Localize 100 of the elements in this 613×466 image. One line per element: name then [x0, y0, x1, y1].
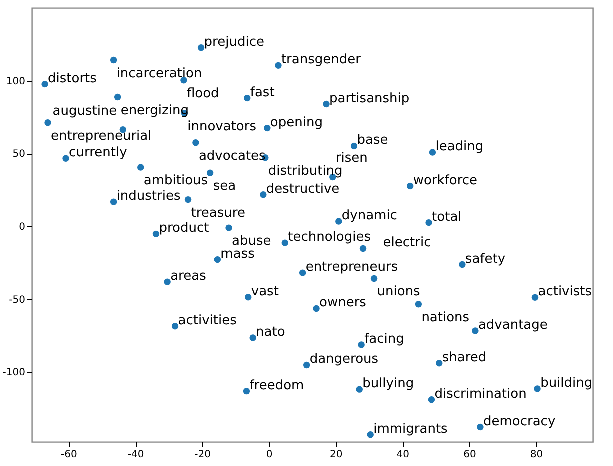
- data-label: owners: [320, 296, 367, 311]
- point: [226, 224, 232, 232]
- point: [356, 386, 363, 393]
- y-tick-label: -100: [2, 368, 26, 379]
- point: [164, 278, 171, 286]
- data-label: treasure: [191, 206, 246, 221]
- x-tick-label: 60: [464, 450, 476, 460]
- data-label: discrimination: [434, 386, 527, 402]
- point: [459, 261, 466, 268]
- point: [282, 240, 288, 246]
- data-label: partisanship: [330, 91, 410, 106]
- data-label: sea: [213, 179, 236, 194]
- data-label: energizing: [120, 103, 189, 118]
- data-label: nato: [256, 325, 286, 340]
- point: [44, 120, 52, 126]
- data-label: immigrants: [374, 422, 448, 437]
- point: [192, 140, 200, 146]
- data-label: activities: [178, 313, 238, 328]
- y-tick-label: -50: [9, 294, 26, 306]
- data-label: building: [540, 376, 593, 391]
- data-label: currently: [69, 146, 128, 161]
- data-label: nations: [422, 310, 470, 326]
- data-label: ambitious: [144, 173, 208, 188]
- point: [214, 256, 222, 264]
- point: [172, 323, 179, 330]
- point: [206, 170, 214, 176]
- point: [323, 100, 330, 108]
- point: [110, 56, 118, 64]
- point: [62, 155, 70, 162]
- x-tick-label: -60: [61, 450, 78, 460]
- data-label: risen: [336, 151, 368, 166]
- data-label: activists: [538, 284, 592, 300]
- data-label: fast: [250, 85, 275, 100]
- point: [250, 334, 256, 342]
- point: [534, 386, 541, 392]
- point: [198, 44, 205, 52]
- data-label: entrepreneurial: [51, 128, 152, 144]
- data-label: distorts: [48, 71, 98, 86]
- data-label: product: [159, 221, 210, 236]
- data-label: vast: [251, 284, 279, 300]
- point: [360, 245, 367, 252]
- data-label: prejudice: [204, 34, 264, 50]
- data-label: technologies: [288, 230, 372, 246]
- data-label: areas: [170, 269, 207, 284]
- point: [110, 198, 118, 206]
- x-tick-label: 80: [530, 450, 544, 460]
- data-label: facing: [364, 332, 404, 348]
- point: [358, 342, 365, 348]
- data-label: transgender: [281, 52, 362, 68]
- point: [415, 301, 422, 308]
- x-tick-label: 20: [330, 450, 343, 460]
- data-label: dangerous: [310, 352, 379, 368]
- x-tick-label: -20: [194, 450, 211, 460]
- data-label: democracy: [483, 414, 556, 430]
- point: [406, 182, 414, 190]
- point: [114, 94, 122, 101]
- data-label: total: [432, 210, 462, 225]
- data-label: bullying: [362, 376, 414, 392]
- data-label: industries: [116, 189, 181, 204]
- data-label: advantage: [478, 318, 548, 334]
- data-label: base: [357, 133, 388, 148]
- data-label: workforce: [413, 173, 478, 188]
- point: [477, 424, 484, 431]
- data-label: unions: [377, 284, 421, 300]
- point: [370, 275, 378, 282]
- data-label: dynamic: [342, 208, 398, 224]
- point: [436, 360, 443, 367]
- y-tick-label: 100: [6, 76, 26, 88]
- point: [275, 62, 282, 70]
- x-tick-label: 40: [396, 450, 410, 460]
- point: [429, 149, 436, 156]
- point: [243, 388, 250, 395]
- data-label: augustine: [52, 104, 118, 119]
- point: [367, 432, 374, 438]
- point: [472, 328, 479, 334]
- point: [336, 218, 342, 225]
- data-label: innovators: [188, 119, 257, 134]
- data-label: advocates: [198, 148, 266, 164]
- x-tick-label: 0: [266, 450, 273, 460]
- point: [184, 196, 192, 204]
- y-tick-label: 0: [19, 222, 26, 233]
- point: [152, 230, 160, 238]
- data-label: shared: [442, 350, 487, 366]
- point: [244, 94, 251, 102]
- point: [138, 164, 144, 171]
- point: [42, 80, 48, 88]
- point: [428, 396, 436, 404]
- data-label: abuse: [232, 234, 272, 250]
- data-label: incarceration: [116, 66, 202, 82]
- data-label: destructive: [266, 182, 340, 197]
- data-label: mass: [220, 246, 256, 262]
- data-label: safety: [465, 252, 506, 267]
- data-label: freedom: [250, 378, 304, 394]
- data-label: electric: [383, 236, 432, 251]
- data-label: entrepreneurs: [306, 260, 398, 276]
- point: [299, 270, 306, 276]
- data-label: flood: [186, 86, 220, 102]
- y-tick-label: 50: [12, 149, 26, 160]
- point: [426, 219, 432, 226]
- data-label: leading: [436, 139, 484, 154]
